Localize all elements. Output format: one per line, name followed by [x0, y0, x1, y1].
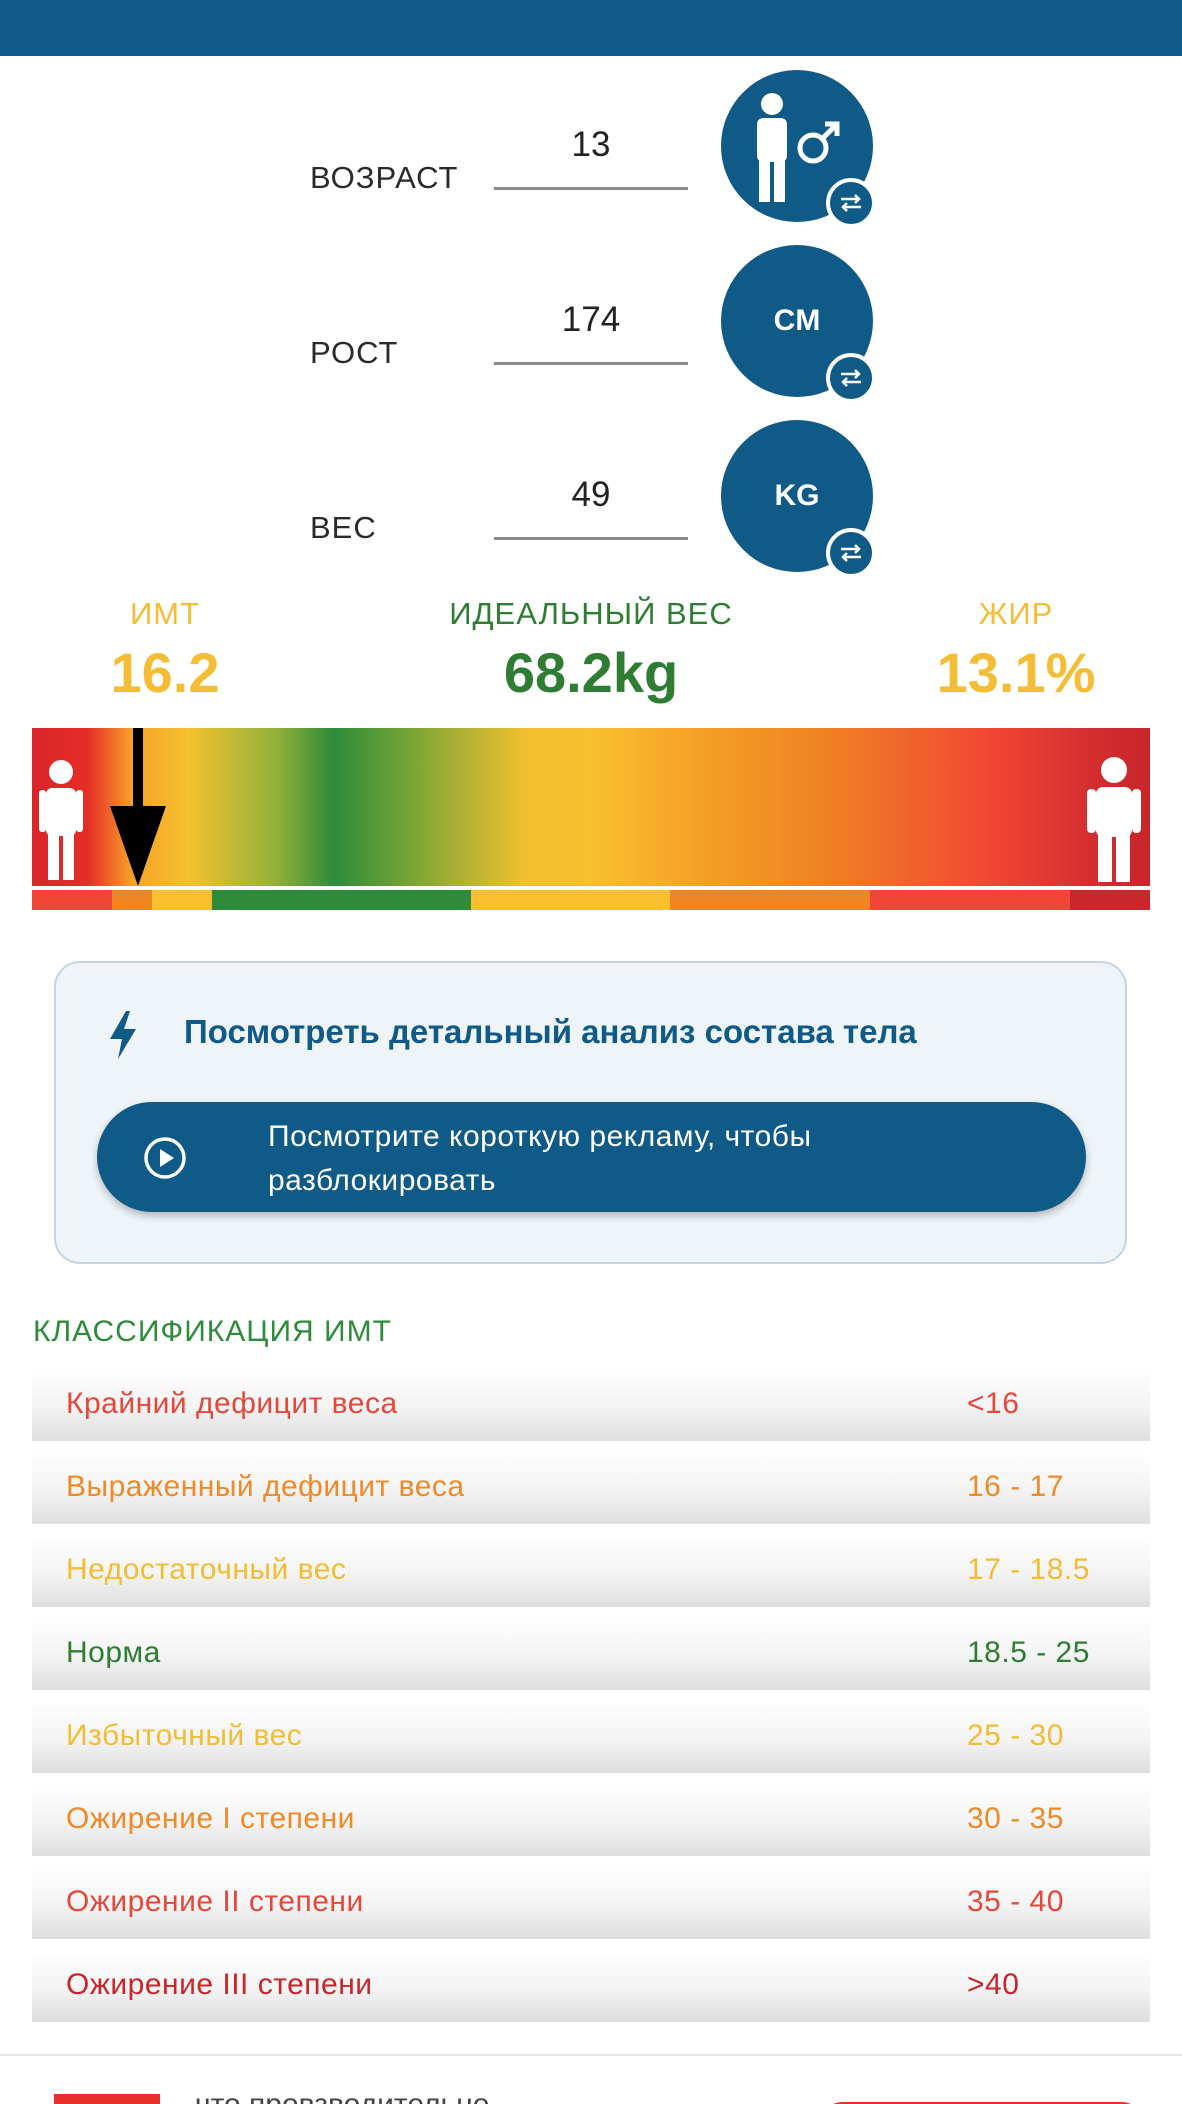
age-label: ВОЗРАСТ	[310, 160, 459, 195]
table-row: Норма 18.5 - 25	[32, 1618, 1150, 1690]
class-range: 30 - 35	[967, 1802, 1064, 1835]
stripe-overweight	[471, 890, 670, 910]
weight-input-underline	[494, 537, 688, 540]
top-app-bar	[0, 0, 1182, 56]
weight-input[interactable]: 49	[571, 475, 611, 514]
class-name: Выраженный дефицит веса	[66, 1470, 465, 1503]
table-row: Выраженный дефицит веса 16 - 17	[32, 1452, 1150, 1524]
bmi-gauge-bar	[32, 728, 1150, 886]
class-name: Ожирение II степени	[66, 1885, 364, 1918]
bmi-category-stripe	[32, 890, 1150, 910]
class-range: >40	[967, 1968, 1020, 2001]
ad-banner[interactable]: ...что провзводительно...	[0, 2054, 1182, 2104]
watch-ad-label: Посмотрите короткую рекламу, чтобы разбл…	[268, 1120, 812, 1197]
male-person-icon	[757, 93, 840, 202]
height-input-underline	[494, 362, 688, 365]
weight-row: ВЕС 49 KG	[0, 420, 1182, 580]
bmi-classification-title: КЛАССИФИКАЦИЯ ИМТ	[33, 1315, 392, 1348]
table-row: Крайний дефицит веса <16	[32, 1369, 1150, 1441]
swap-icon[interactable]	[826, 178, 876, 228]
stripe-obesity-1	[670, 890, 870, 910]
height-row: РОСТ 174 CM	[0, 245, 1182, 405]
bmi-gauge	[32, 728, 1150, 910]
swap-icon[interactable]	[826, 528, 876, 578]
table-row: Недостаточный вес 17 - 18.5	[32, 1535, 1150, 1607]
body-analysis-panel: Посмотреть детальный анализ состава тела…	[54, 961, 1127, 1264]
fat-label: ЖИР	[978, 596, 1054, 631]
age-input-underline	[494, 187, 688, 190]
age-row: ВОЗРАСТ 13	[0, 70, 1182, 230]
class-range: <16	[967, 1387, 1020, 1420]
class-name: Ожирение I степени	[66, 1802, 355, 1835]
height-label: РОСТ	[310, 335, 399, 370]
height-input[interactable]: 174	[561, 300, 621, 339]
bmi-pointer-arrow-icon	[109, 728, 166, 886]
age-input[interactable]: 13	[571, 125, 611, 164]
person-icon	[1087, 757, 1141, 882]
bmi-value: 16.2	[110, 641, 220, 704]
ad-banner-button[interactable]	[822, 2102, 1142, 2104]
ad-banner-text: ...что провзводительно...	[170, 2088, 514, 2104]
stripe-obesity-3	[1070, 890, 1150, 910]
lightning-icon	[110, 1011, 136, 1059]
class-range: 16 - 17	[967, 1470, 1064, 1503]
class-name: Ожирение III степени	[66, 1968, 373, 2001]
class-name: Крайний дефицит веса	[66, 1387, 398, 1420]
watch-ad-button[interactable]: Посмотрите короткую рекламу, чтобы разбл…	[97, 1102, 1086, 1212]
class-name: Норма	[66, 1636, 161, 1669]
class-range: 25 - 30	[967, 1719, 1064, 1752]
stripe-normal	[212, 890, 471, 910]
stripe-extreme-deficit	[32, 890, 112, 910]
table-row: Ожирение II степени 35 - 40	[32, 1867, 1150, 1939]
stripe-obesity-2	[870, 890, 1070, 910]
ideal-weight-label: ИДЕАЛЬНЫЙ ВЕС	[449, 596, 733, 631]
body-analysis-title[interactable]: Посмотреть детальный анализ состава тела	[184, 1013, 917, 1050]
swap-icon[interactable]	[826, 353, 876, 403]
gender-toggle-button[interactable]	[721, 70, 873, 222]
class-name: Избыточный вес	[66, 1719, 303, 1752]
bmi-label: ИМТ	[129, 596, 201, 631]
weight-label: ВЕС	[310, 510, 377, 545]
class-range: 35 - 40	[967, 1885, 1064, 1918]
play-circle-icon	[144, 1137, 186, 1179]
stripe-underweight	[152, 890, 212, 910]
table-row: Ожирение I степени 30 - 35	[32, 1784, 1150, 1856]
table-row: Избыточный вес 25 - 30	[32, 1701, 1150, 1773]
stripe-severe-deficit	[112, 890, 152, 910]
ideal-weight-value: 68.2kg	[503, 641, 679, 704]
ad-logo	[54, 2094, 160, 2104]
thin-person-icon	[39, 760, 83, 880]
class-range: 17 - 18.5	[967, 1553, 1090, 1586]
class-range: 18.5 - 25	[967, 1636, 1090, 1669]
table-row: Ожирение III степени >40	[32, 1950, 1150, 2022]
fat-value: 13.1%	[936, 641, 1096, 704]
class-name: Недостаточный вес	[66, 1553, 347, 1586]
